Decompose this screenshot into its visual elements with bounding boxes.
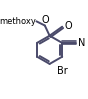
Text: O: O [64, 21, 72, 31]
Text: O: O [42, 15, 49, 25]
Text: methoxy: methoxy [0, 17, 36, 26]
Text: N: N [78, 38, 85, 48]
Text: Br: Br [57, 66, 68, 76]
